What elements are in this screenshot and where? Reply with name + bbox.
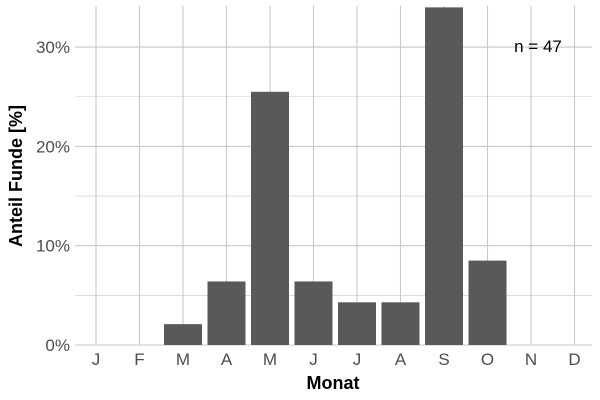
x-axis-title: Monat xyxy=(307,373,360,393)
bar-3 xyxy=(207,281,246,345)
grid-lines xyxy=(75,6,592,346)
bars xyxy=(164,7,507,345)
x-tick-label: M xyxy=(263,350,277,369)
y-tick-label: 20% xyxy=(36,137,70,156)
x-tick-label: S xyxy=(438,350,449,369)
bar-9 xyxy=(468,260,507,345)
y-tick-label: 0% xyxy=(45,336,70,355)
x-tick-label: A xyxy=(221,350,233,369)
y-tick-label: 30% xyxy=(36,38,70,57)
x-tick-label: O xyxy=(481,350,494,369)
bar-4 xyxy=(251,91,289,345)
x-tick-label: J xyxy=(353,350,362,369)
x-tick-label: D xyxy=(568,350,580,369)
sample-size-annotation: n = 47 xyxy=(514,37,562,56)
bar-8 xyxy=(425,7,463,345)
y-axis-title: Anteil Funde [%] xyxy=(6,105,26,247)
bar-6 xyxy=(338,302,376,345)
x-tick-label: M xyxy=(176,350,190,369)
bar-5 xyxy=(294,281,333,345)
x-tick-label: J xyxy=(309,350,318,369)
bar-7 xyxy=(381,302,420,345)
x-tick-label: J xyxy=(92,350,101,369)
y-axis-ticks: 0% 10% 20% 30% xyxy=(36,38,70,355)
x-tick-label: A xyxy=(395,350,407,369)
x-tick-label: F xyxy=(134,350,144,369)
y-tick-label: 10% xyxy=(36,237,70,256)
bar-2 xyxy=(164,324,202,345)
x-tick-label: N xyxy=(525,350,537,369)
